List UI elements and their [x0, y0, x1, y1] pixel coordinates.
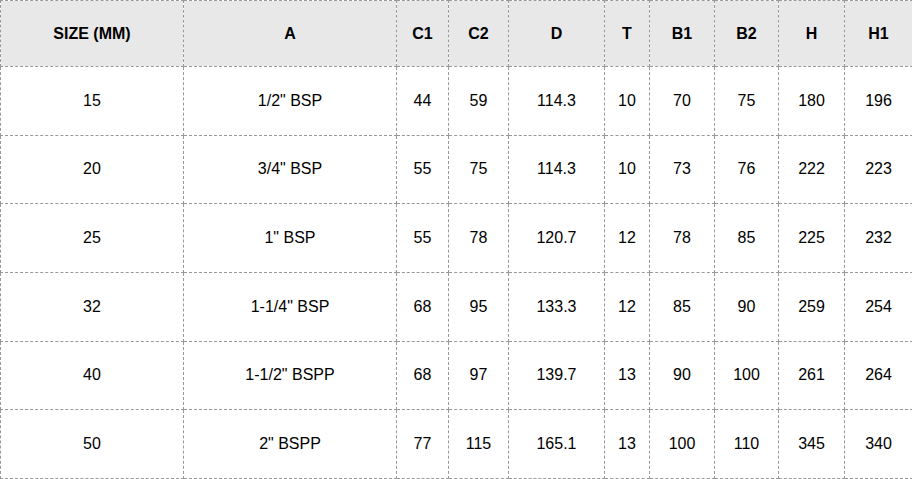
- cell-b1: 73: [650, 135, 715, 204]
- cell-h: 261: [779, 341, 845, 410]
- cell-b2: 90: [715, 272, 779, 341]
- cell-b1: 70: [650, 67, 715, 136]
- cell-t: 13: [605, 341, 650, 410]
- cell-h: 225: [779, 204, 845, 273]
- cell-b1: 85: [650, 272, 715, 341]
- cell-size-mm: 15: [1, 67, 184, 136]
- column-header-c1: C1: [397, 1, 449, 67]
- cell-b1: 90: [650, 341, 715, 410]
- cell-h: 180: [779, 67, 845, 136]
- cell-d: 114.3: [509, 135, 605, 204]
- cell-h1: 196: [845, 67, 912, 136]
- table-row: 203/4" BSP5575114.3107376222223: [1, 135, 912, 204]
- table-row: 401-1/2" BSPP6897139.71390100261264: [1, 341, 912, 410]
- cell-h1: 232: [845, 204, 912, 273]
- column-header-a: A: [184, 1, 397, 67]
- cell-h: 345: [779, 410, 845, 479]
- cell-h1: 264: [845, 341, 912, 410]
- column-header-c2: C2: [449, 1, 509, 67]
- cell-c1: 55: [397, 135, 449, 204]
- cell-d: 139.7: [509, 341, 605, 410]
- column-header-size-mm: SIZE (MM): [1, 1, 184, 67]
- cell-t: 10: [605, 135, 650, 204]
- cell-size-mm: 20: [1, 135, 184, 204]
- cell-h1: 340: [845, 410, 912, 479]
- header-row: SIZE (MM)AC1C2DTB1B2HH1: [1, 1, 912, 67]
- cell-c2: 97: [449, 341, 509, 410]
- cell-h: 259: [779, 272, 845, 341]
- cell-b2: 110: [715, 410, 779, 479]
- cell-h1: 223: [845, 135, 912, 204]
- cell-size-mm: 50: [1, 410, 184, 479]
- cell-c1: 77: [397, 410, 449, 479]
- cell-b2: 85: [715, 204, 779, 273]
- spec-table-body: 151/2" BSP4459114.3107075180196203/4" BS…: [1, 67, 912, 479]
- cell-b2: 76: [715, 135, 779, 204]
- column-header-h1: H1: [845, 1, 912, 67]
- dimension-table-container: SIZE (MM)AC1C2DTB1B2HH1 151/2" BSP445911…: [0, 0, 912, 479]
- cell-d: 114.3: [509, 67, 605, 136]
- cell-a: 3/4" BSP: [184, 135, 397, 204]
- cell-d: 165.1: [509, 410, 605, 479]
- cell-t: 10: [605, 67, 650, 136]
- cell-size-mm: 40: [1, 341, 184, 410]
- table-row: 151/2" BSP4459114.3107075180196: [1, 67, 912, 136]
- cell-a: 1" BSP: [184, 204, 397, 273]
- column-header-d: D: [509, 1, 605, 67]
- table-row: 321-1/4" BSP6895133.3128590259254: [1, 272, 912, 341]
- cell-t: 13: [605, 410, 650, 479]
- cell-c1: 55: [397, 204, 449, 273]
- cell-t: 12: [605, 272, 650, 341]
- cell-b2: 75: [715, 67, 779, 136]
- column-header-b1: B1: [650, 1, 715, 67]
- table-row: 251" BSP5578120.7127885225232: [1, 204, 912, 273]
- cell-t: 12: [605, 204, 650, 273]
- cell-size-mm: 32: [1, 272, 184, 341]
- cell-b1: 100: [650, 410, 715, 479]
- cell-b2: 100: [715, 341, 779, 410]
- spec-table: SIZE (MM)AC1C2DTB1B2HH1 151/2" BSP445911…: [0, 0, 912, 479]
- cell-c2: 75: [449, 135, 509, 204]
- spec-table-head: SIZE (MM)AC1C2DTB1B2HH1: [1, 1, 912, 67]
- cell-c1: 68: [397, 341, 449, 410]
- cell-b1: 78: [650, 204, 715, 273]
- cell-c2: 115: [449, 410, 509, 479]
- cell-h1: 254: [845, 272, 912, 341]
- cell-d: 120.7: [509, 204, 605, 273]
- column-header-h: H: [779, 1, 845, 67]
- cell-h: 222: [779, 135, 845, 204]
- cell-c1: 68: [397, 272, 449, 341]
- cell-a: 1-1/2" BSPP: [184, 341, 397, 410]
- cell-a: 1-1/4" BSP: [184, 272, 397, 341]
- cell-c2: 78: [449, 204, 509, 273]
- cell-d: 133.3: [509, 272, 605, 341]
- cell-a: 2" BSPP: [184, 410, 397, 479]
- cell-a: 1/2" BSP: [184, 67, 397, 136]
- cell-c2: 59: [449, 67, 509, 136]
- column-header-b2: B2: [715, 1, 779, 67]
- table-row: 502" BSPP77115165.113100110345340: [1, 410, 912, 479]
- column-header-t: T: [605, 1, 650, 67]
- cell-c2: 95: [449, 272, 509, 341]
- cell-size-mm: 25: [1, 204, 184, 273]
- cell-c1: 44: [397, 67, 449, 136]
